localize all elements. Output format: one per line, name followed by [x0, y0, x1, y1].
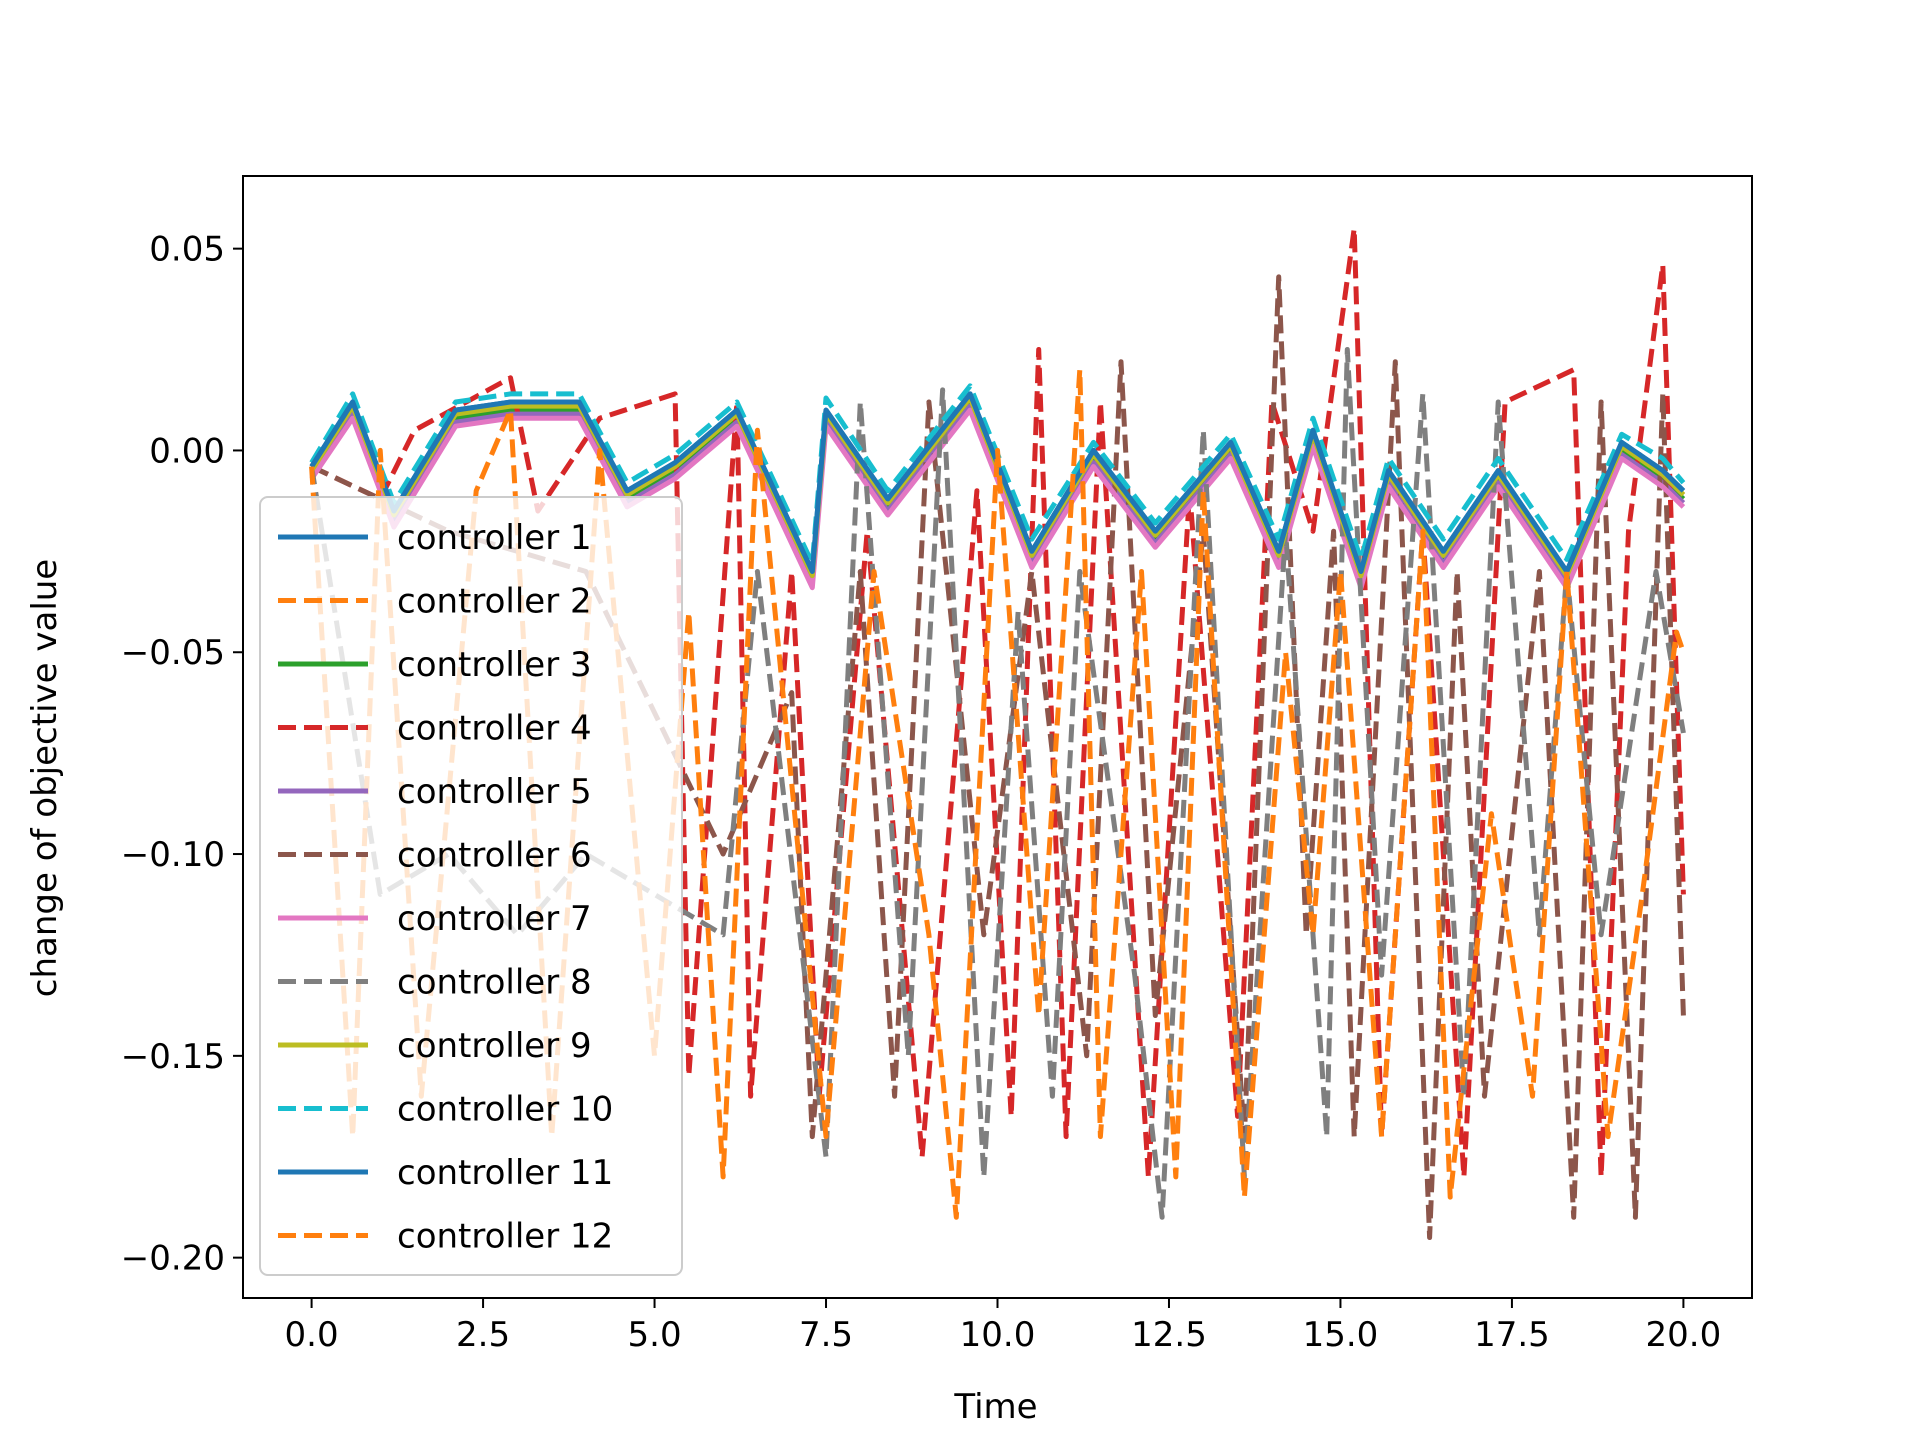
legend-label: controller 7	[397, 899, 592, 939]
y-tick-label: −0.05	[121, 633, 225, 673]
legend-label: controller 8	[397, 963, 592, 1003]
legend-label: controller 2	[397, 582, 592, 622]
series-line-12	[309, 367, 1686, 1220]
legend-box	[259, 496, 683, 1276]
legend-label: controller 1	[397, 518, 592, 558]
x-tick-label: 2.5	[456, 1315, 510, 1355]
x-tick-label: 17.5	[1474, 1315, 1550, 1355]
legend-label: controller 4	[397, 709, 592, 749]
legend-label: controller 11	[397, 1153, 613, 1193]
x-tick-label: 5.0	[628, 1315, 682, 1355]
y-tick-label: 0.00	[149, 431, 225, 471]
legend-label: controller 3	[397, 645, 592, 685]
series-line-7	[309, 407, 1686, 591]
legend-label: controller 6	[397, 836, 592, 876]
legend-label: controller 10	[397, 1090, 613, 1130]
series-line-6	[310, 274, 1686, 1240]
x-tick-label: 10.0	[960, 1315, 1036, 1355]
legend-label: controller 5	[397, 772, 592, 812]
x-axis-label: Time	[953, 1387, 1037, 1427]
y-tick-label: 0.05	[149, 230, 225, 270]
x-tick-label: 12.5	[1131, 1315, 1207, 1355]
y-axis-label: change of objective value	[25, 559, 65, 997]
y-tick-label: −0.10	[121, 835, 225, 875]
axes: 0.0 2.5 5.0 7.5 10.0 12.5 15.0 17.5 20.0 0.05 0.00…	[121, 175, 1753, 1355]
legend-label: controller 9	[397, 1026, 592, 1066]
x-tick-label: 0.0	[285, 1315, 339, 1355]
y-tick-label: −0.15	[121, 1037, 225, 1077]
series-line-10	[309, 383, 1686, 566]
x-tick-label: 20.0	[1646, 1315, 1722, 1355]
legend: controller 1 controller 2 controller 3 cont…	[259, 496, 683, 1276]
x-tick-label: 7.5	[799, 1315, 853, 1355]
series-line-11	[309, 391, 1686, 574]
legend-label: controller 12	[397, 1217, 613, 1257]
y-tick-label: −0.20	[121, 1239, 225, 1279]
x-tick-label: 15.0	[1303, 1315, 1379, 1355]
